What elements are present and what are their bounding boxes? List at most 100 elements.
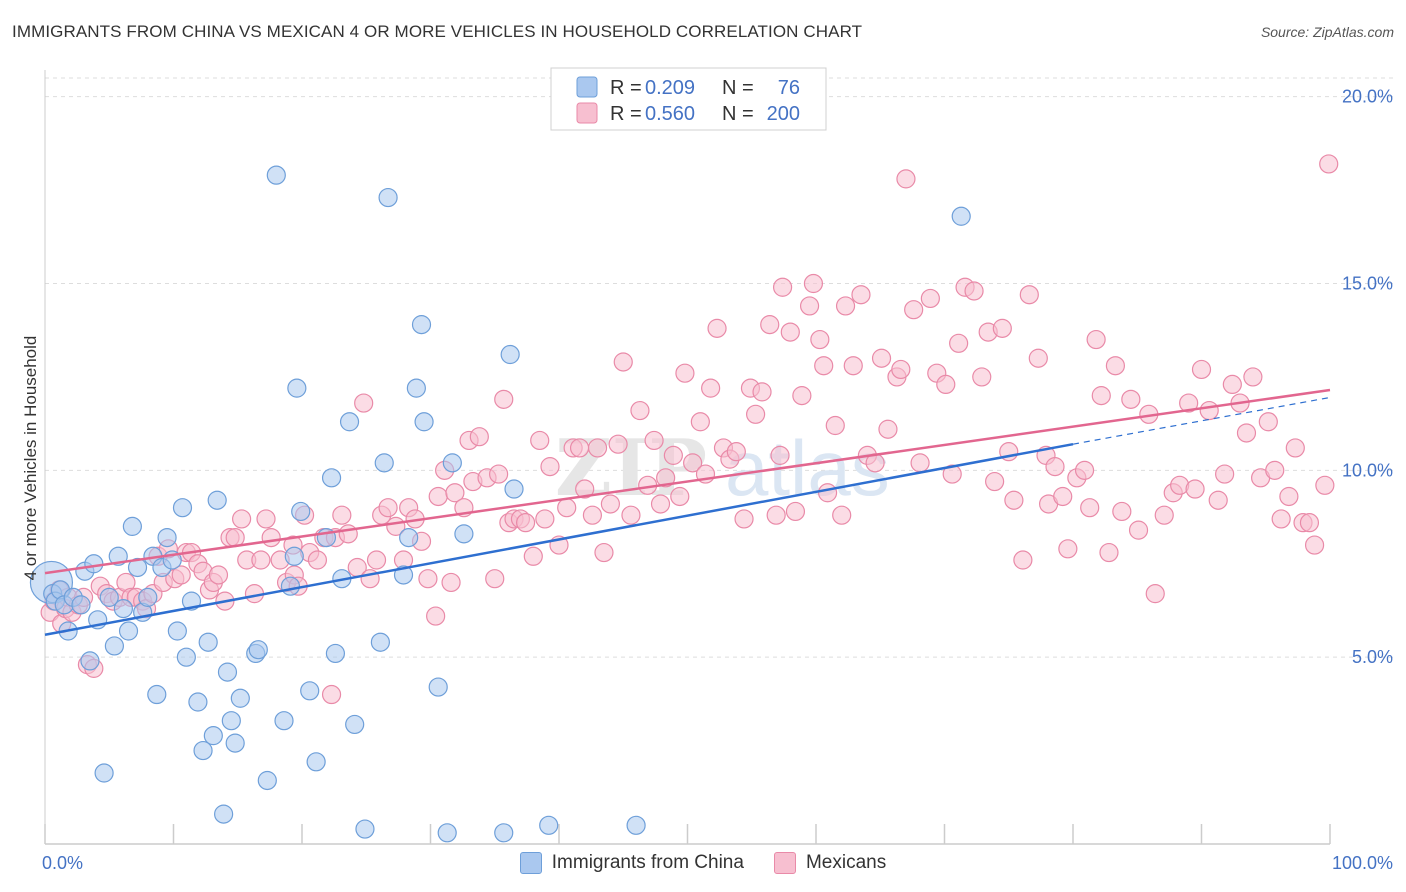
data-point [670, 486, 690, 507]
data-point [370, 632, 390, 652]
data-point [113, 598, 133, 619]
data-point [770, 445, 790, 465]
data-point [772, 277, 793, 297]
data-point [683, 453, 703, 473]
data-point [332, 505, 352, 525]
data-point [621, 505, 641, 525]
chart-title: IMMIGRANTS FROM CHINA VS MEXICAN 4 OR MO… [12, 22, 863, 41]
data-point [949, 333, 969, 353]
data-point [1319, 154, 1339, 174]
data-point [1086, 329, 1106, 350]
data-point [515, 513, 536, 533]
bottom-legend-swatch-mexicans [773, 852, 796, 874]
trend-lines [44, 388, 1331, 636]
data-point [920, 288, 940, 309]
data-point [656, 468, 676, 488]
data-point [426, 606, 446, 626]
data-point [454, 524, 474, 544]
data-point [248, 640, 268, 660]
data-point [760, 315, 780, 335]
data-point [690, 412, 710, 432]
data-point [910, 453, 930, 473]
data-point [1299, 513, 1320, 533]
bottom-legend-label-china: Immigrants from China [551, 852, 744, 873]
data-point [644, 430, 664, 451]
legend-r-value-mexicans: 0.560 [645, 103, 695, 125]
data-point [582, 505, 603, 525]
data-point [814, 356, 834, 376]
legend-n-value-mexicans: 200 [767, 103, 800, 125]
data-point [1208, 490, 1228, 510]
data-point [1013, 550, 1033, 570]
data-point [251, 550, 271, 570]
data-point [325, 643, 346, 664]
data-point [992, 318, 1012, 338]
data-point [1028, 348, 1048, 368]
data-point [138, 587, 158, 607]
data-point [291, 501, 311, 522]
series-immigrants-from-china [29, 165, 971, 843]
data-point [1053, 486, 1073, 507]
y-tick-label: 15.0% [1342, 274, 1393, 294]
data-point [1004, 490, 1024, 510]
bottom-legend-label-mexicans: Mexicans [805, 852, 887, 873]
legend-n-label-china: N = [722, 77, 754, 99]
data-point [1121, 389, 1141, 409]
y-tick-labels: 5.0% 10.0% 15.0% 20.0% [1342, 87, 1393, 667]
data-point [118, 621, 139, 641]
data-point [441, 572, 461, 593]
data-point [523, 546, 543, 566]
data-point [208, 565, 229, 585]
legend-r-label-china: R = [610, 77, 642, 99]
data-point [746, 404, 766, 424]
data-point [489, 464, 509, 484]
legend-n-value-china: 76 [778, 77, 800, 99]
data-point [1315, 475, 1335, 495]
data-point [600, 494, 621, 514]
data-point [280, 576, 301, 596]
data-point [1179, 393, 1199, 413]
data-point [663, 445, 683, 465]
data-point [418, 569, 438, 589]
data-point [835, 296, 856, 316]
data-point [1271, 509, 1291, 529]
bottom-legend-item-china: Immigrants from China [519, 852, 744, 874]
data-point [810, 329, 830, 350]
data-point [306, 752, 326, 772]
data-point [1304, 535, 1325, 555]
data-point [1236, 423, 1257, 443]
data-point [122, 516, 142, 536]
data-point [469, 427, 489, 447]
x-ticks [44, 824, 1331, 844]
data-point [232, 509, 252, 529]
data-point [1145, 584, 1165, 604]
data-point [287, 378, 307, 398]
bottom-legend-swatch-china [519, 852, 542, 874]
legend: R = 0.209 N = 76 R = 0.560 N = 200 [550, 67, 827, 131]
data-point [878, 419, 898, 439]
data-point [785, 501, 806, 522]
data-point [1222, 374, 1242, 394]
data-point [411, 315, 432, 335]
data-point [972, 367, 992, 387]
data-point [176, 647, 196, 667]
data-point [266, 165, 286, 185]
data-point [942, 464, 962, 484]
data-point [428, 486, 448, 507]
data-point [1265, 460, 1285, 480]
data-point [428, 677, 448, 697]
data-point [780, 322, 800, 342]
data-point [1191, 359, 1212, 380]
data-point [964, 281, 984, 301]
data-point [1128, 520, 1149, 540]
data-point [1074, 460, 1095, 480]
data-point [726, 442, 746, 462]
data-point [80, 651, 100, 671]
data-point [188, 692, 208, 712]
data-point [354, 393, 374, 413]
data-point [539, 815, 559, 835]
data-point [203, 726, 223, 746]
data-point [650, 494, 671, 514]
data-point [766, 505, 786, 525]
